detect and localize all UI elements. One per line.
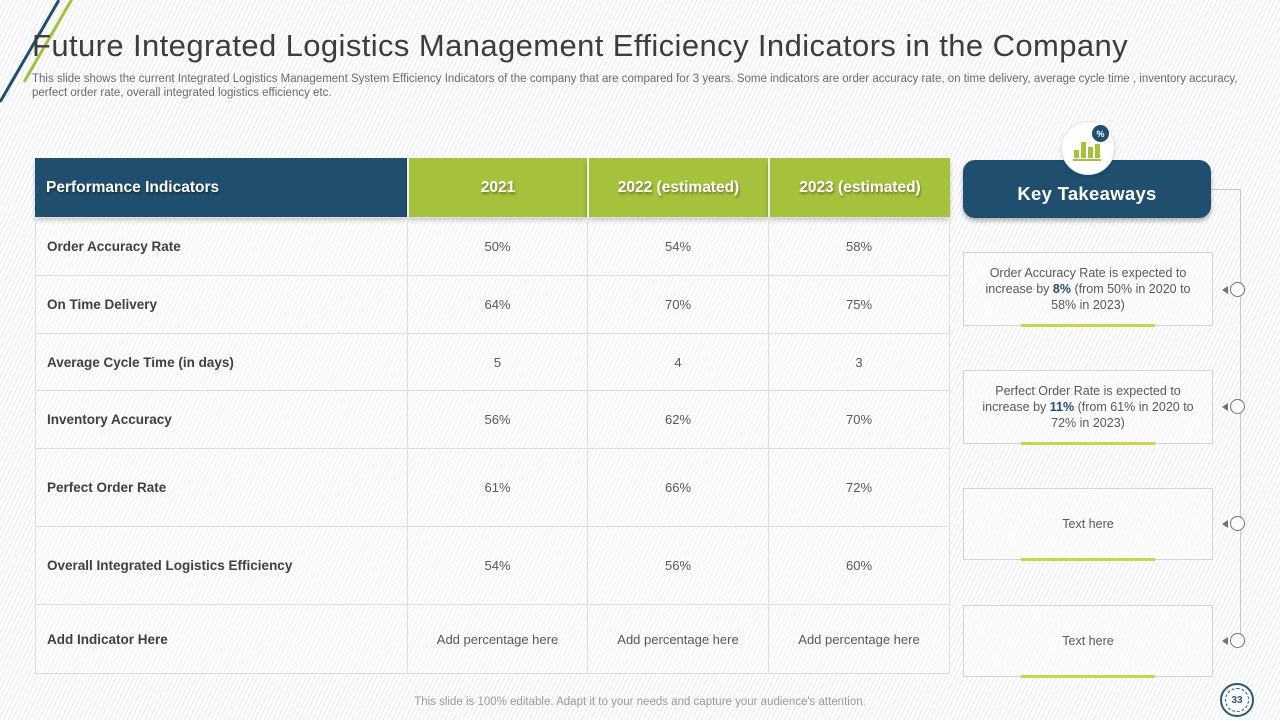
cell-value: 54% [587, 217, 768, 275]
cell-value: 70% [587, 275, 768, 333]
page-number-badge: 33 [1220, 683, 1254, 717]
connector-node-2 [1222, 399, 1245, 414]
green-underline [1020, 675, 1156, 678]
takeaway-1-after: (from 50% in 2020 to 58% in 2023) [1051, 282, 1191, 312]
takeaway-text-4: Text here [1052, 627, 1123, 655]
node-circle-icon [1230, 633, 1245, 648]
row-label: Average Cycle Time (in days) [35, 333, 407, 390]
connector-node-1 [1222, 282, 1245, 297]
cell-value: 58% [768, 217, 950, 275]
row-label: Order Accuracy Rate [35, 217, 407, 275]
takeaway-2-after: (from 61% in 2020 to 72% in 2023) [1051, 400, 1194, 430]
indicators-table: Performance Indicators 2021 2022 (estima… [35, 158, 950, 674]
cell-value: 70% [768, 390, 950, 448]
table-row-add-indicator[interactable]: Add Indicator Here Add percentage here A… [35, 604, 950, 674]
cell-value: 62% [587, 390, 768, 448]
row-label: Perfect Order Rate [35, 448, 407, 526]
cell-value: 66% [587, 448, 768, 526]
table-row: Order Accuracy Rate 50% 54% 58% [35, 217, 950, 275]
cell-value: 54% [407, 526, 587, 604]
green-underline [1020, 324, 1156, 327]
table-header-row: Performance Indicators 2021 2022 (estima… [35, 158, 950, 217]
node-circle-icon [1230, 516, 1245, 531]
header-2021: 2021 [407, 158, 587, 217]
takeaway-2-before: Perfect Order Rate is expected to increa… [982, 384, 1181, 414]
table-row: Average Cycle Time (in days) 5 4 3 [35, 333, 950, 390]
connector-node-3 [1222, 516, 1245, 531]
cell-value: 3 [768, 333, 950, 390]
cell-value: 56% [587, 526, 768, 604]
key-takeaways-header: Key Takeaways [963, 160, 1211, 218]
green-underline [1020, 442, 1156, 445]
takeaway-text-2: Perfect Order Rate is expected to increa… [964, 377, 1212, 437]
table-row: On Time Delivery 64% 70% 75% [35, 275, 950, 333]
add-percentage-placeholder[interactable]: Add percentage here [768, 604, 950, 674]
cell-value: 4 [587, 333, 768, 390]
add-percentage-placeholder[interactable]: Add percentage here [587, 604, 768, 674]
takeaway-4-placeholder[interactable]: Text here [1062, 634, 1114, 648]
header-2022-estimated: 2022 (estimated) [587, 158, 768, 217]
connector-node-4 [1222, 633, 1245, 648]
takeaway-card-2[interactable]: Perfect Order Rate is expected to increa… [963, 370, 1213, 445]
left-arrow-icon [1222, 285, 1228, 294]
row-label: On Time Delivery [35, 275, 407, 333]
takeaway-1-before: Order Accuracy Rate is expected to incre… [985, 266, 1187, 296]
takeaway-card-4[interactable]: Text here [963, 605, 1213, 678]
takeaway-2-highlight: 11% [1049, 400, 1075, 414]
connector-line-horizontal [1211, 189, 1240, 190]
left-arrow-icon [1222, 519, 1228, 528]
cell-value: 5 [407, 333, 587, 390]
add-percentage-placeholder[interactable]: Add percentage here [407, 604, 587, 674]
connector-line-vertical [1240, 189, 1241, 639]
takeaway-1-highlight: 8% [1052, 282, 1071, 296]
left-arrow-icon [1222, 636, 1228, 645]
left-arrow-icon [1222, 402, 1228, 411]
add-indicator-label[interactable]: Add Indicator Here [35, 604, 407, 674]
takeaway-text-1: Order Accuracy Rate is expected to incre… [964, 259, 1212, 319]
green-underline [1020, 558, 1156, 561]
page-title: Future Integrated Logistics Management E… [32, 28, 1129, 63]
key-takeaways-title: Key Takeaways [1017, 183, 1157, 204]
takeaway-3-placeholder[interactable]: Text here [1062, 517, 1114, 531]
table-row: Inventory Accuracy 56% 62% 70% [35, 390, 950, 448]
cell-value: 72% [768, 448, 950, 526]
row-label: Overall Integrated Logistics Efficiency [35, 526, 407, 604]
header-performance-indicators: Performance Indicators [35, 158, 407, 217]
node-circle-icon [1230, 282, 1245, 297]
cell-value: 56% [407, 390, 587, 448]
node-circle-icon [1230, 399, 1245, 414]
row-label: Inventory Accuracy [35, 390, 407, 448]
bar-chart-glyph [1073, 142, 1101, 161]
footer-note: This slide is 100% editable. Adapt it to… [414, 696, 866, 708]
cell-value: 64% [407, 275, 587, 333]
takeaway-text-3: Text here [1052, 510, 1123, 538]
cell-value: 61% [407, 448, 587, 526]
percent-badge-icon: % [1090, 123, 1111, 144]
table-row: Overall Integrated Logistics Efficiency … [35, 526, 950, 604]
header-2023-estimated: 2023 (estimated) [768, 158, 950, 217]
bar-chart-icon: % [1061, 121, 1115, 175]
cell-value: 60% [768, 526, 950, 604]
page-number: 33 [1225, 688, 1249, 712]
cell-value: 50% [407, 217, 587, 275]
table-row: Perfect Order Rate 61% 66% 72% [35, 448, 950, 526]
takeaway-card-1[interactable]: Order Accuracy Rate is expected to incre… [963, 252, 1213, 327]
takeaway-card-3[interactable]: Text here [963, 488, 1213, 561]
page-subtitle: This slide shows the current Integrated … [32, 73, 1238, 99]
cell-value: 75% [768, 275, 950, 333]
